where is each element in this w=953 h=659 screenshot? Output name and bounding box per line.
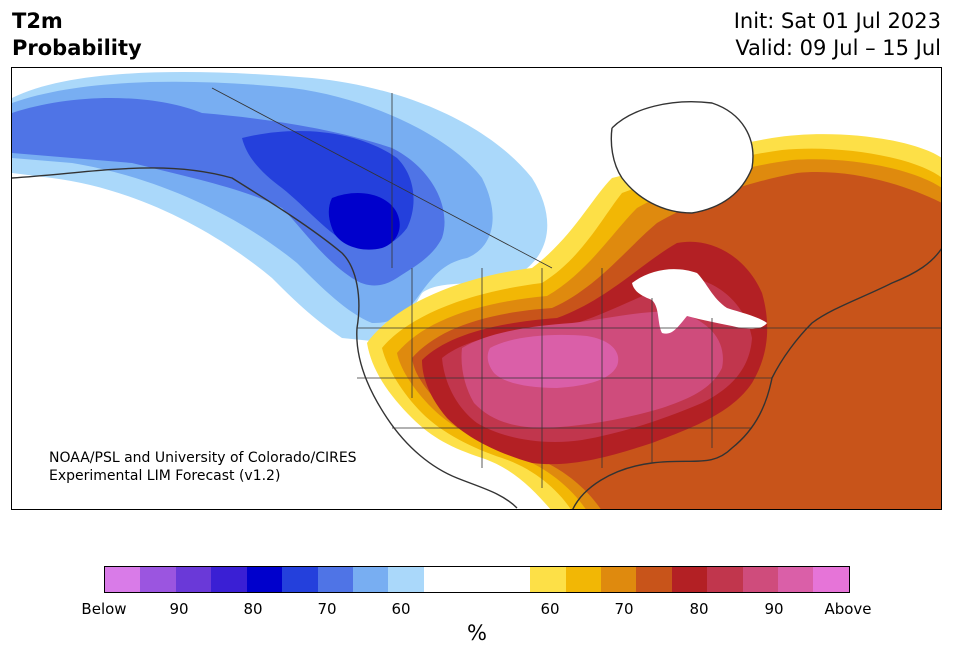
- colorbar-swatch: [778, 567, 814, 592]
- cold-region-90: [328, 193, 400, 250]
- colorbar-tick-label: 90: [169, 600, 189, 618]
- init-date: Init: Sat 01 Jul 2023: [733, 9, 941, 33]
- title-line-2: Probability: [12, 36, 142, 60]
- colorbar-swatch: [246, 567, 283, 592]
- colorbar-tick-label: 70: [317, 600, 337, 618]
- colorbar-swatch: [671, 567, 708, 592]
- hudson-bay: [611, 101, 753, 213]
- colorbar-tick-label: 70: [614, 600, 634, 618]
- valid-date: Valid: 09 Jul – 15 Jul: [735, 36, 941, 60]
- colorbar: [104, 566, 850, 593]
- colorbar-swatch: [600, 567, 637, 592]
- colorbar-swatch: [211, 567, 247, 592]
- colorbar-tick-label: Below: [81, 600, 127, 618]
- colorbar-tick-label: 90: [764, 600, 784, 618]
- colorbar-swatch: [565, 567, 601, 592]
- colorbar-swatch: [813, 567, 849, 592]
- warm-region-95: [487, 334, 619, 388]
- state-borders: [211, 87, 941, 488]
- colorbar-tick-label: 80: [689, 600, 709, 618]
- colorbar-swatch: [175, 567, 212, 592]
- colorbar-swatch: [140, 567, 176, 592]
- coastline: [12, 101, 941, 509]
- great-lakes: [632, 269, 767, 334]
- colorbar-swatch: [423, 567, 531, 592]
- plot-title: T2m Probability: [12, 8, 142, 62]
- map-panel: [11, 67, 942, 510]
- credit-line-1: NOAA/PSL and University of Colorado/CIRE…: [49, 450, 357, 466]
- colorbar-swatch: [742, 567, 779, 592]
- credit-line-2: Experimental LIM Forecast (v1.2): [49, 468, 281, 484]
- forecast-dates: Init: Sat 01 Jul 2023 Valid: 09 Jul – 15…: [734, 8, 941, 62]
- colorbar-swatch: [530, 567, 566, 592]
- colorbar-tick-label: 60: [540, 600, 560, 618]
- colorbar-tick-label: Above: [824, 600, 872, 618]
- colorbar-unit-label: %: [467, 621, 487, 645]
- colorbar-swatch: [282, 567, 318, 592]
- colorbar-tick-label: 60: [391, 600, 411, 618]
- colorbar-swatch: [105, 567, 141, 592]
- probability-map: [12, 68, 941, 509]
- colorbar-swatch: [352, 567, 389, 592]
- credit-text: NOAA/PSL and University of Colorado/CIRE…: [49, 449, 357, 485]
- colorbar-swatch: [636, 567, 672, 592]
- colorbar-swatch: [317, 567, 353, 592]
- colorbar-swatch: [388, 567, 424, 592]
- title-line-1: T2m: [12, 9, 63, 33]
- colorbar-tick-label: 80: [243, 600, 263, 618]
- colorbar-swatch: [707, 567, 743, 592]
